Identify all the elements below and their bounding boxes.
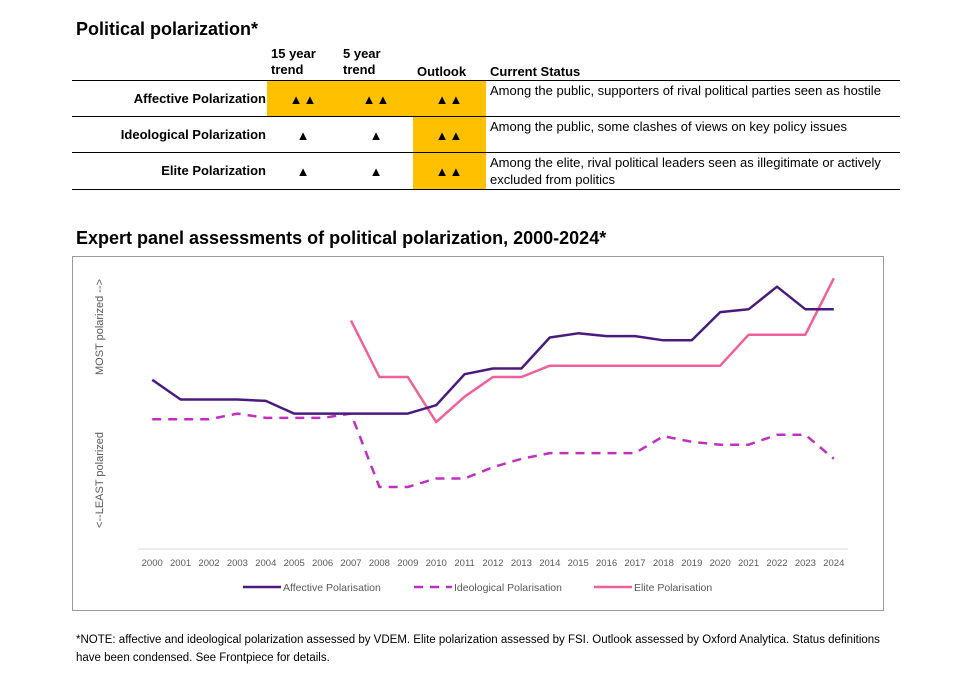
y-axis-label-top: MOST polarized --> (94, 279, 106, 375)
x-tick-label: 2007 (340, 558, 361, 569)
x-tick-label: 2001 (170, 558, 191, 569)
row-label: Ideological Polarization (120, 127, 266, 142)
x-tick-label: 2006 (312, 558, 333, 569)
header-15-year-line2: trend (271, 62, 304, 77)
table-row-affective: Affective Polarization ▲▲ ▲▲ ▲▲ Among th… (72, 80, 900, 117)
row-label: Affective Polarization (133, 91, 266, 106)
table-row-ideological: Ideological Polarization ▲ ▲ ▲▲ Among th… (72, 116, 900, 153)
x-tick-label: 2017 (624, 558, 645, 569)
x-tick-label: 2014 (539, 558, 560, 569)
outlook-cell: ▲▲ (413, 153, 486, 189)
x-tick-label: 2012 (482, 558, 503, 569)
trend-5-cell: ▲▲ (340, 81, 413, 117)
y-axis-label-bottom: <--LEAST polarized (94, 432, 106, 528)
x-tick-label: 2018 (653, 558, 674, 569)
header-5-year-line1: 5 year (343, 46, 381, 61)
header-5-year-trend: 5 year trend (343, 46, 381, 78)
series-line-ideological (152, 412, 835, 489)
x-tick-label: 2000 (142, 558, 163, 569)
header-current-status: Current Status (490, 64, 581, 79)
trend-5-cell: ▲ (369, 127, 384, 143)
x-tick-label: 2020 (710, 558, 731, 569)
trend-15-cell: ▲ (296, 163, 311, 179)
x-tick-label: 2003 (227, 558, 248, 569)
x-tick-label: 2016 (596, 558, 617, 569)
header-5-year-line2: trend (343, 62, 376, 77)
x-tick-label: 2022 (766, 558, 787, 569)
x-tick-label: 2024 (823, 558, 844, 569)
outlook-cell: ▲▲ (413, 117, 486, 153)
legend-label: Elite Polarisation (634, 582, 712, 594)
x-tick-label: 2019 (681, 558, 702, 569)
x-tick-label: 2013 (511, 558, 532, 569)
status-cell: Among the public, some clashes of views … (490, 119, 847, 134)
x-tick-label: 2015 (568, 558, 589, 569)
header-15-year-trend: 15 year trend (271, 46, 316, 78)
legend-label: Affective Polarisation (283, 582, 381, 594)
table-title: Political polarization* (76, 19, 259, 39)
chart-svg: 2000 2001 2002 2003 2004 2005 2006 2007 2008 2009… (94, 277, 848, 594)
series-line-affective (151, 285, 834, 415)
status-cell: Among the public, supporters of rival po… (490, 83, 881, 98)
header-outlook: Outlook (417, 64, 467, 79)
outlook-cell: ▲▲ (413, 81, 486, 117)
trend-5-cell: ▲ (369, 163, 384, 179)
x-tick-label: 2005 (284, 558, 305, 569)
table-row-elite: Elite Polarization ▲ ▲ ▲▲ Among the elit… (72, 152, 900, 190)
x-tick-label: 2010 (426, 558, 447, 569)
x-tick-label: 2011 (454, 558, 474, 569)
legend-label: Ideological Polarisation (454, 582, 562, 594)
x-tick-label: 2004 (255, 558, 276, 569)
x-tick-label: 2008 (369, 558, 390, 569)
polarization-line-chart: 2000 2001 2002 2003 2004 2005 2006 2007 2008 2009… (72, 256, 884, 611)
x-tick-label: 2021 (738, 558, 759, 569)
x-tick-label: 2023 (795, 558, 816, 569)
footnote: *NOTE: affective and ideological polariz… (76, 634, 880, 664)
trend-15-cell: ▲▲ (267, 81, 340, 117)
header-15-year-line1: 15 year (271, 46, 316, 61)
series-line-elite (349, 277, 835, 424)
row-label: Elite Polarization (161, 163, 266, 178)
trend-15-cell: ▲ (296, 127, 311, 143)
status-cell: Among the elite, rival political leaders… (490, 155, 881, 187)
x-tick-label: 2002 (198, 558, 219, 569)
x-tick-label: 2009 (397, 558, 418, 569)
chart-title: Expert panel assessments of political po… (76, 228, 607, 248)
